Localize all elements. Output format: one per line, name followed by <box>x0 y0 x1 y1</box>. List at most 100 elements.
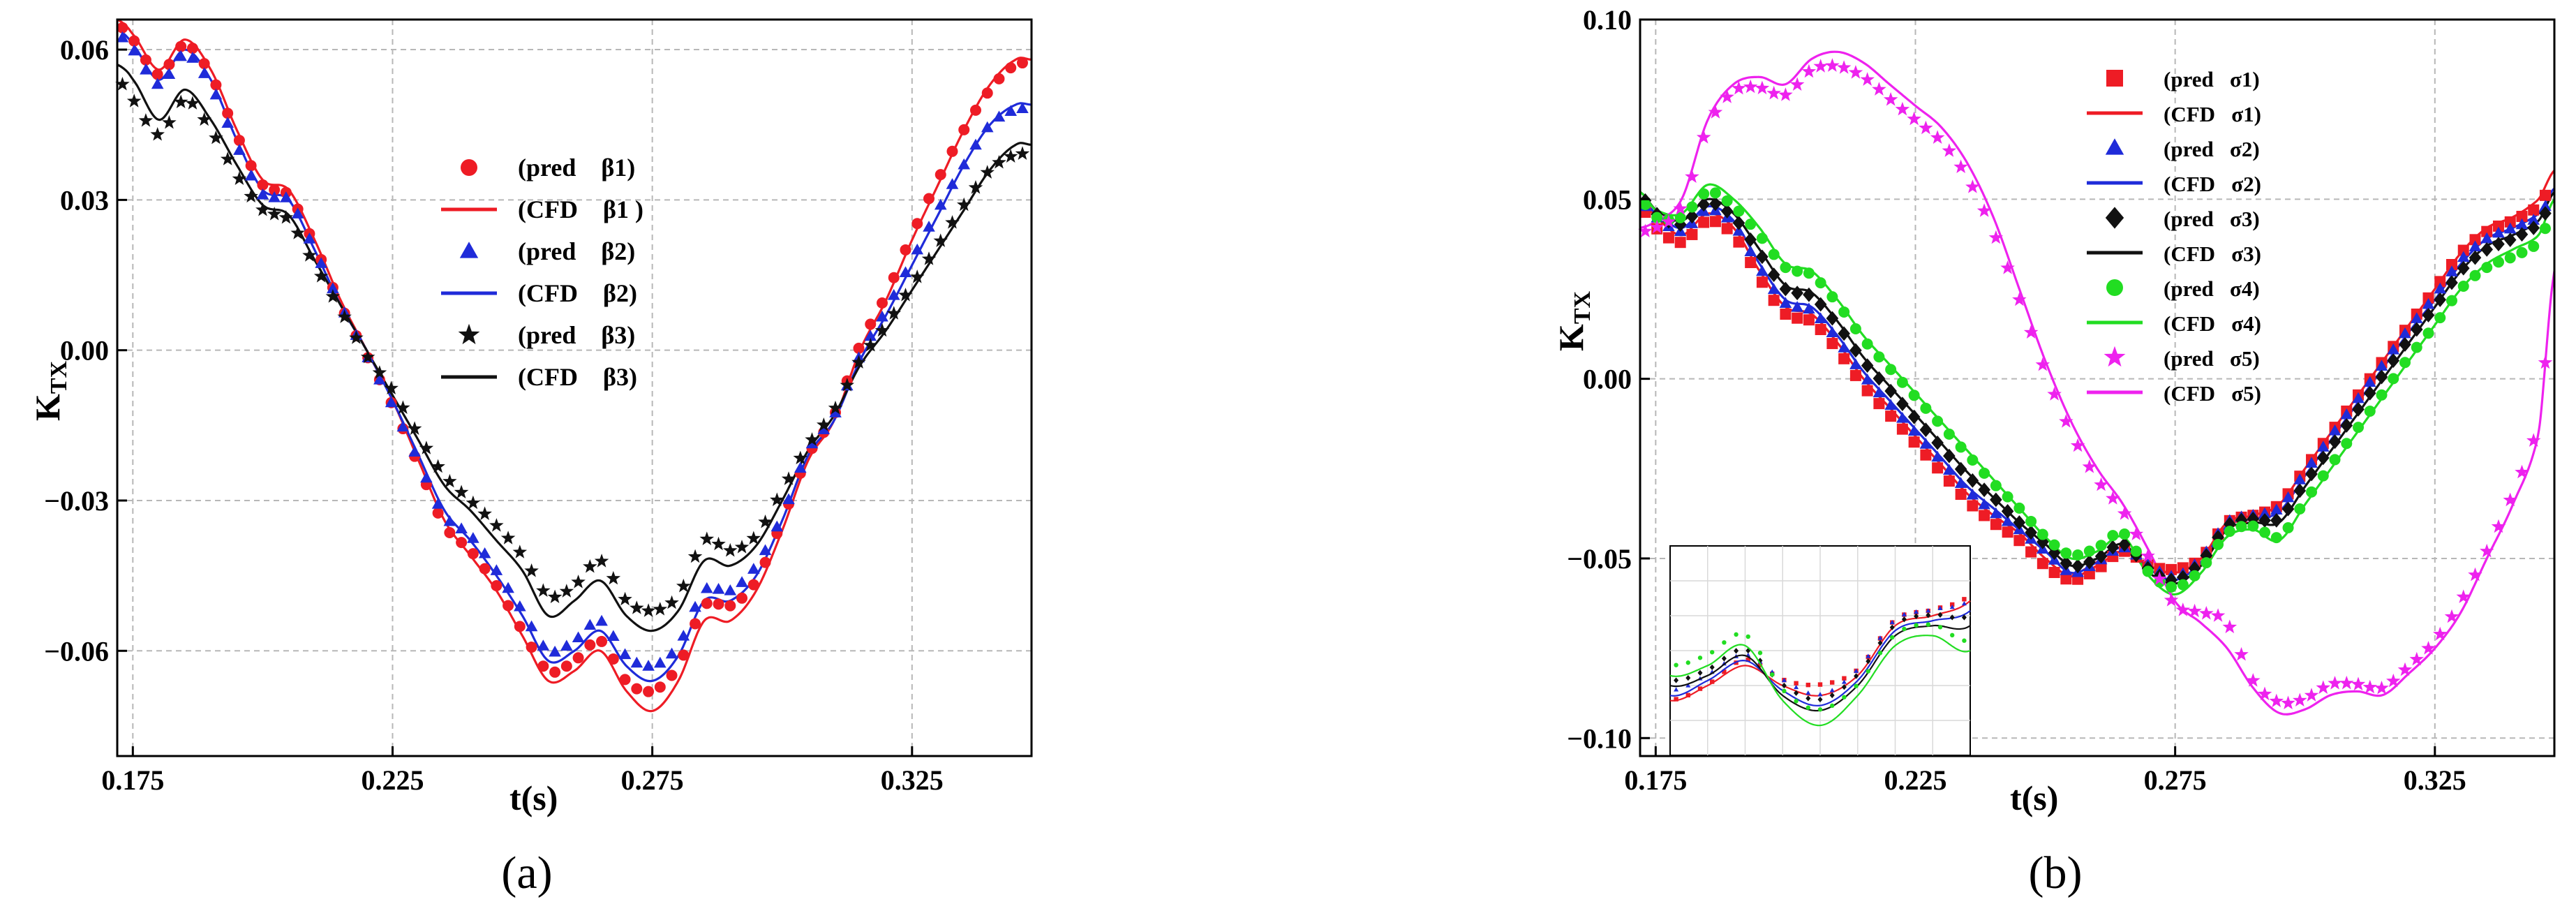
legend-label-b-6: (pred σ4) <box>2164 276 2260 301</box>
data-point-b-9 <box>1801 64 1817 78</box>
data-point-b-5 <box>2422 308 2435 323</box>
data-point-a-3 <box>467 532 479 543</box>
svg-text:KTX: KTX <box>1551 290 1595 351</box>
data-point-a-3 <box>244 169 258 181</box>
data-point-a-3 <box>280 191 292 202</box>
data-point-a-1 <box>958 124 970 135</box>
data-point-b-5 <box>1884 383 1897 399</box>
data-point-b-3 <box>2434 282 2447 294</box>
inset-point-7 <box>1710 650 1715 655</box>
data-point-a-5 <box>618 591 632 606</box>
data-point-b-9 <box>1860 72 1875 86</box>
data-point-b-9 <box>1965 179 1980 193</box>
data-point-b-5 <box>1838 326 1850 341</box>
data-point-b-3 <box>2515 218 2529 230</box>
data-point-b-3 <box>2387 343 2400 355</box>
data-point-b-9 <box>1976 203 1992 217</box>
data-point-b-9 <box>2374 681 2389 695</box>
inset-point-7 <box>1697 656 1703 660</box>
data-point-a-1 <box>923 193 935 205</box>
data-point-b-7 <box>2259 526 2271 538</box>
data-point-a-5 <box>793 450 807 465</box>
data-point-b-5 <box>2434 293 2447 307</box>
data-point-b-9 <box>2468 567 2482 582</box>
inset-point-3 <box>1685 683 1691 688</box>
data-point-b-3 <box>1919 438 1933 449</box>
data-point-a-1 <box>607 653 619 665</box>
data-point-a-5 <box>431 459 445 473</box>
data-point-a-3 <box>969 138 982 150</box>
data-point-a-1 <box>654 681 666 693</box>
data-point-a-5 <box>278 210 294 224</box>
inset-point-7 <box>1817 707 1823 712</box>
data-point-b-9 <box>2035 357 2050 371</box>
data-point-a-1 <box>584 639 596 651</box>
data-point-a-5 <box>396 400 410 414</box>
data-point-b-7 <box>1873 351 1885 363</box>
data-point-b-5 <box>1826 311 1839 326</box>
data-point-a-5 <box>770 492 784 506</box>
data-point-a-5 <box>723 542 738 557</box>
data-point-b-1 <box>1768 295 1780 306</box>
data-point-a-5 <box>817 417 831 431</box>
data-point-b-1 <box>1815 324 1826 336</box>
data-point-a-1 <box>163 59 175 71</box>
data-point-b-3 <box>2410 312 2423 323</box>
data-point-a-1 <box>759 556 771 568</box>
data-point-b-1 <box>1709 216 1721 228</box>
ticks-b: 0.175 0.225 0.275 0.325 0.10 0.05 0.00 −0.05 −0.… <box>1567 4 2466 796</box>
data-point-b-1 <box>1849 369 1861 381</box>
data-point-b-7 <box>2294 503 2306 514</box>
inset-point-5 <box>1961 614 1967 621</box>
data-point-b-9 <box>1673 201 1688 215</box>
data-point-a-5 <box>220 151 235 165</box>
inset-grid <box>1670 546 1970 755</box>
data-point-b-9 <box>1907 111 1921 126</box>
legend-label-b-2: (pred σ2) <box>2164 137 2260 161</box>
data-point-a-3 <box>618 648 632 660</box>
data-point-b-7 <box>1686 201 1698 213</box>
data-point-a-3 <box>221 117 234 128</box>
data-point-a-1 <box>724 600 736 612</box>
data-point-a-5 <box>267 207 282 221</box>
data-point-b-9 <box>2164 593 2179 607</box>
inset-point-1 <box>1685 693 1690 698</box>
data-point-b-9 <box>2023 325 2039 339</box>
data-point-b-3 <box>2340 408 2353 420</box>
data-point-b-9 <box>1825 58 1840 72</box>
data-point-b-5 <box>1685 209 1699 224</box>
data-point-b-7 <box>1780 262 1792 274</box>
data-point-b-5 <box>1674 217 1687 232</box>
data-point-b-7 <box>1838 306 1850 318</box>
data-point-a-5 <box>547 589 563 603</box>
x-tick-label-a: 0.325 <box>881 764 944 796</box>
inset-point-5 <box>1674 677 1679 683</box>
data-point-a-3 <box>736 576 748 587</box>
data-point-b-5 <box>2281 501 2295 517</box>
inset-point-3 <box>1854 668 1859 673</box>
data-point-a-1 <box>1005 62 1017 74</box>
data-point-a-5 <box>571 575 586 588</box>
x-tick-label-a: 0.275 <box>621 764 684 796</box>
inset-point-1 <box>1830 680 1835 685</box>
data-point-b-3 <box>1756 265 1769 276</box>
data-point-a-5 <box>687 549 703 563</box>
data-point-b-7 <box>1826 291 1838 303</box>
data-point-b-9 <box>2304 688 2319 702</box>
y-axis-label-sub-b: TX <box>1570 290 1595 324</box>
data-point-b-7 <box>2317 470 2329 482</box>
data-point-b-7 <box>1920 402 1932 414</box>
legend-swatch-b-2 <box>2105 138 2124 155</box>
data-point-b-7 <box>1639 198 1651 210</box>
data-point-b-9 <box>2059 414 2074 428</box>
inset-point-7 <box>1685 660 1690 665</box>
data-point-a-5 <box>349 330 364 344</box>
data-point-b-7 <box>2060 547 2072 559</box>
data-point-b-7 <box>1955 441 1967 453</box>
data-point-b-3 <box>1907 424 1921 436</box>
data-point-a-5 <box>337 309 352 323</box>
data-point-b-1 <box>1698 216 1710 228</box>
legend-swatch-a-0 <box>461 159 477 176</box>
data-point-b-3 <box>1791 301 1803 312</box>
data-point-b-1 <box>1780 309 1792 320</box>
